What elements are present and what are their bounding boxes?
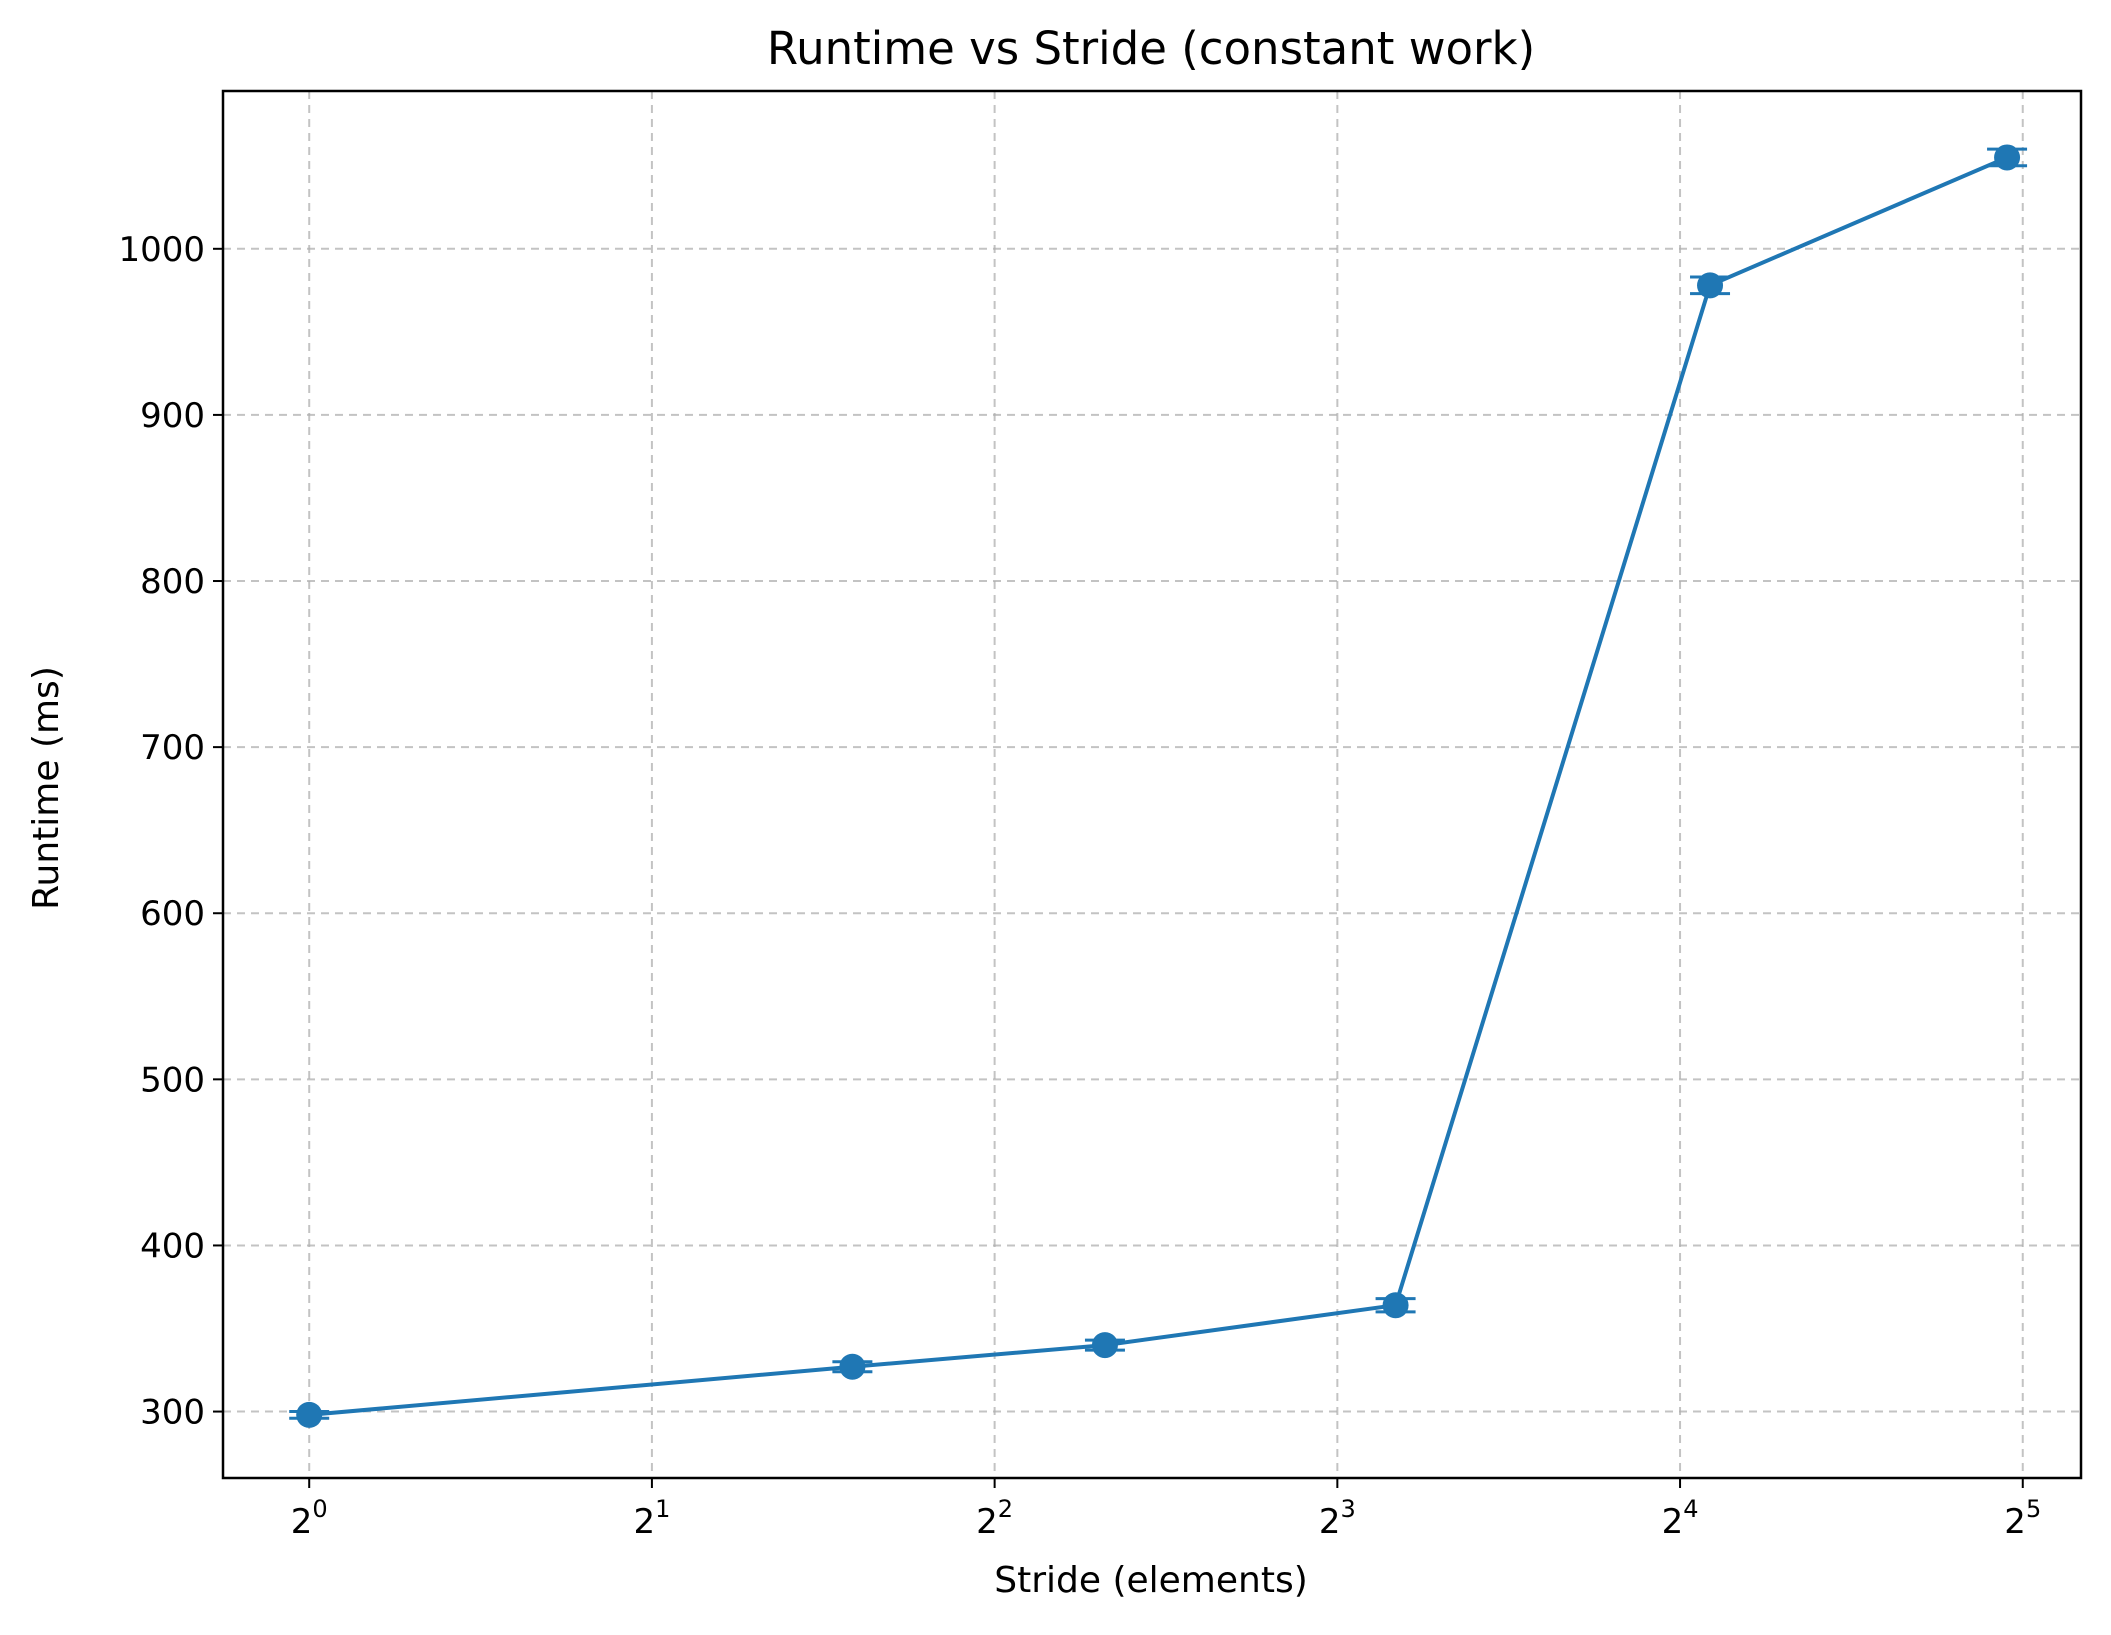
x-tick-label: 22: [976, 1495, 1013, 1542]
data-point: [296, 1401, 323, 1428]
y-tick-label: 1000: [118, 230, 205, 270]
grid: [223, 91, 2081, 1478]
axis-ticks: 20 21 22 23 24 25 300 400 500 600 700 800 900 1000: [118, 230, 2041, 1542]
y-tick-label: 700: [140, 728, 205, 768]
data-point: [1091, 1332, 1118, 1359]
y-tick-label: 900: [140, 396, 205, 436]
x-tick-label: 21: [633, 1495, 670, 1542]
data-point: [1994, 144, 2021, 171]
data-point: [839, 1353, 866, 1380]
data-point: [1382, 1292, 1409, 1319]
x-tick-label: 25: [2004, 1495, 2041, 1542]
plot-frame: [221, 89, 2083, 1480]
x-tick-label: 23: [1319, 1495, 1356, 1542]
y-tick-label: 500: [140, 1060, 205, 1100]
series-line-group: [289, 144, 2028, 1428]
x-tick-label: 24: [1662, 1495, 1699, 1542]
y-tick-label: 800: [140, 562, 205, 602]
y-tick-label: 400: [140, 1226, 205, 1266]
y-tick-label: 300: [140, 1393, 205, 1433]
chart-title: Runtime vs Stride (constant work): [767, 22, 1535, 75]
data-point: [1697, 272, 1724, 299]
x-axis-label: Stride (elements): [994, 1560, 1308, 1601]
y-tick-label: 600: [140, 894, 205, 934]
series-line: [309, 155, 2008, 1417]
y-axis-label: Runtime (ms): [26, 666, 67, 910]
x-tick-label: 20: [291, 1495, 328, 1542]
